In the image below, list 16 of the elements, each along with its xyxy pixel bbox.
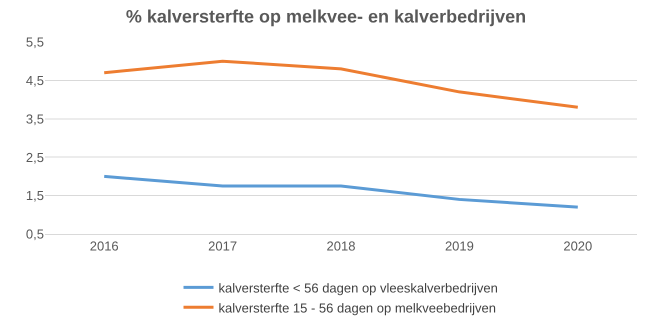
x-tick-label: 2017 [208, 238, 238, 254]
y-tick-label: 2,5 [26, 150, 44, 165]
x-tick-label: 2020 [563, 238, 592, 254]
y-tick-label: 5,5 [26, 34, 44, 50]
y-tick-label: 0,5 [26, 226, 44, 242]
line-series [102, 60, 580, 109]
x-tick-label: 2018 [326, 238, 356, 254]
legend-label: kalversterfte < 56 dagen op vleeskalverbedrijven [218, 280, 498, 296]
line-series [102, 174, 580, 209]
y-tick-label: 4,5 [26, 72, 44, 88]
x-tick-label: 2016 [90, 238, 119, 254]
legend-label: kalversterfte 15 - 56 dagen op melkveebedrijven [218, 300, 496, 316]
y-tick-label: 3,5 [26, 111, 44, 126]
y-tick-label: 1,5 [26, 188, 44, 204]
chart-title: % kalversterfte op melkvee- en kalverbedrijven [126, 6, 526, 27]
x-tick-label: 2019 [444, 238, 474, 254]
